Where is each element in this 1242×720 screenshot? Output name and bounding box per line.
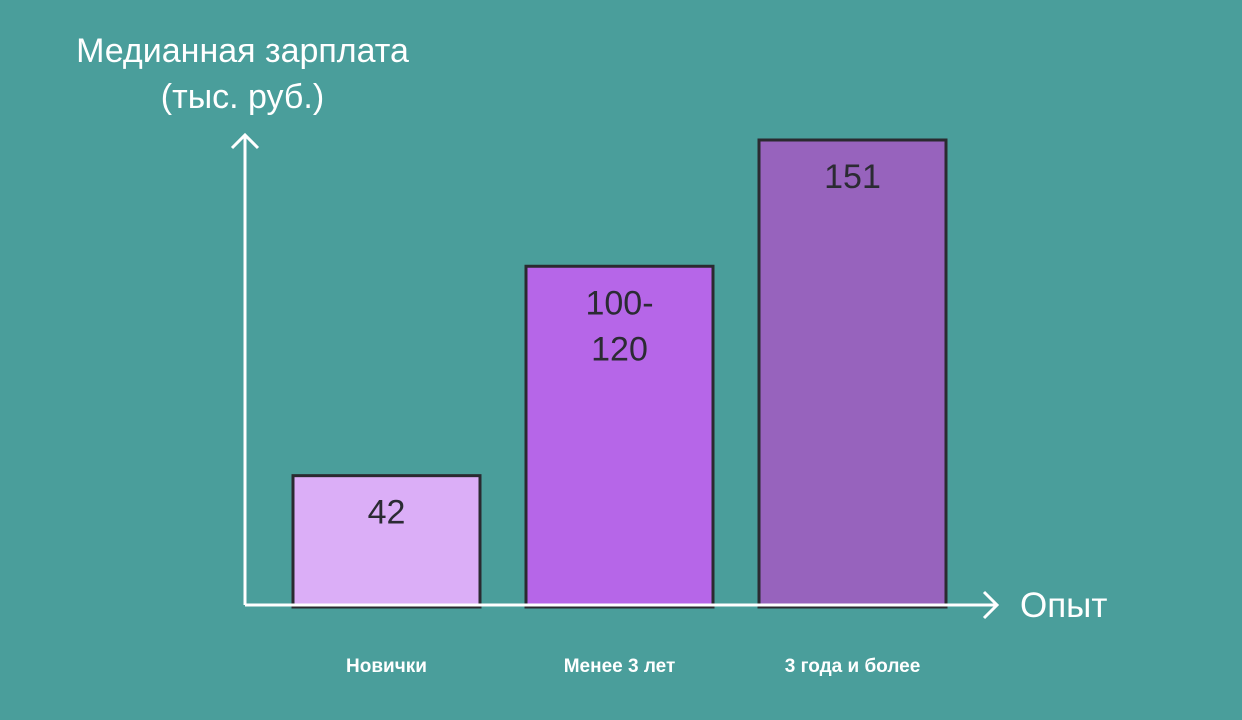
x-axis-arrow-icon [982,590,1000,620]
x-tick-label: 3 года и более [785,656,921,677]
data-label: 42 [368,494,406,532]
x-tick-label: Менее 3 лет [564,656,676,677]
y-axis-title: Медианная зарплата (тыс. руб.) [40,28,445,120]
x-axis-title: Опыт [1020,586,1108,625]
bar [757,138,948,609]
bar [524,264,715,609]
y-axis-title-line2: (тыс. руб.) [160,78,325,116]
data-label: 100- [585,284,653,322]
data-label: 120 [591,330,648,368]
data-label: 151 [824,158,881,196]
y-axis-title-line1: Медианная зарплата [76,32,409,70]
bar [291,474,482,609]
x-tick-label: Новички [346,656,427,677]
y-axis-arrow-icon [230,132,260,150]
